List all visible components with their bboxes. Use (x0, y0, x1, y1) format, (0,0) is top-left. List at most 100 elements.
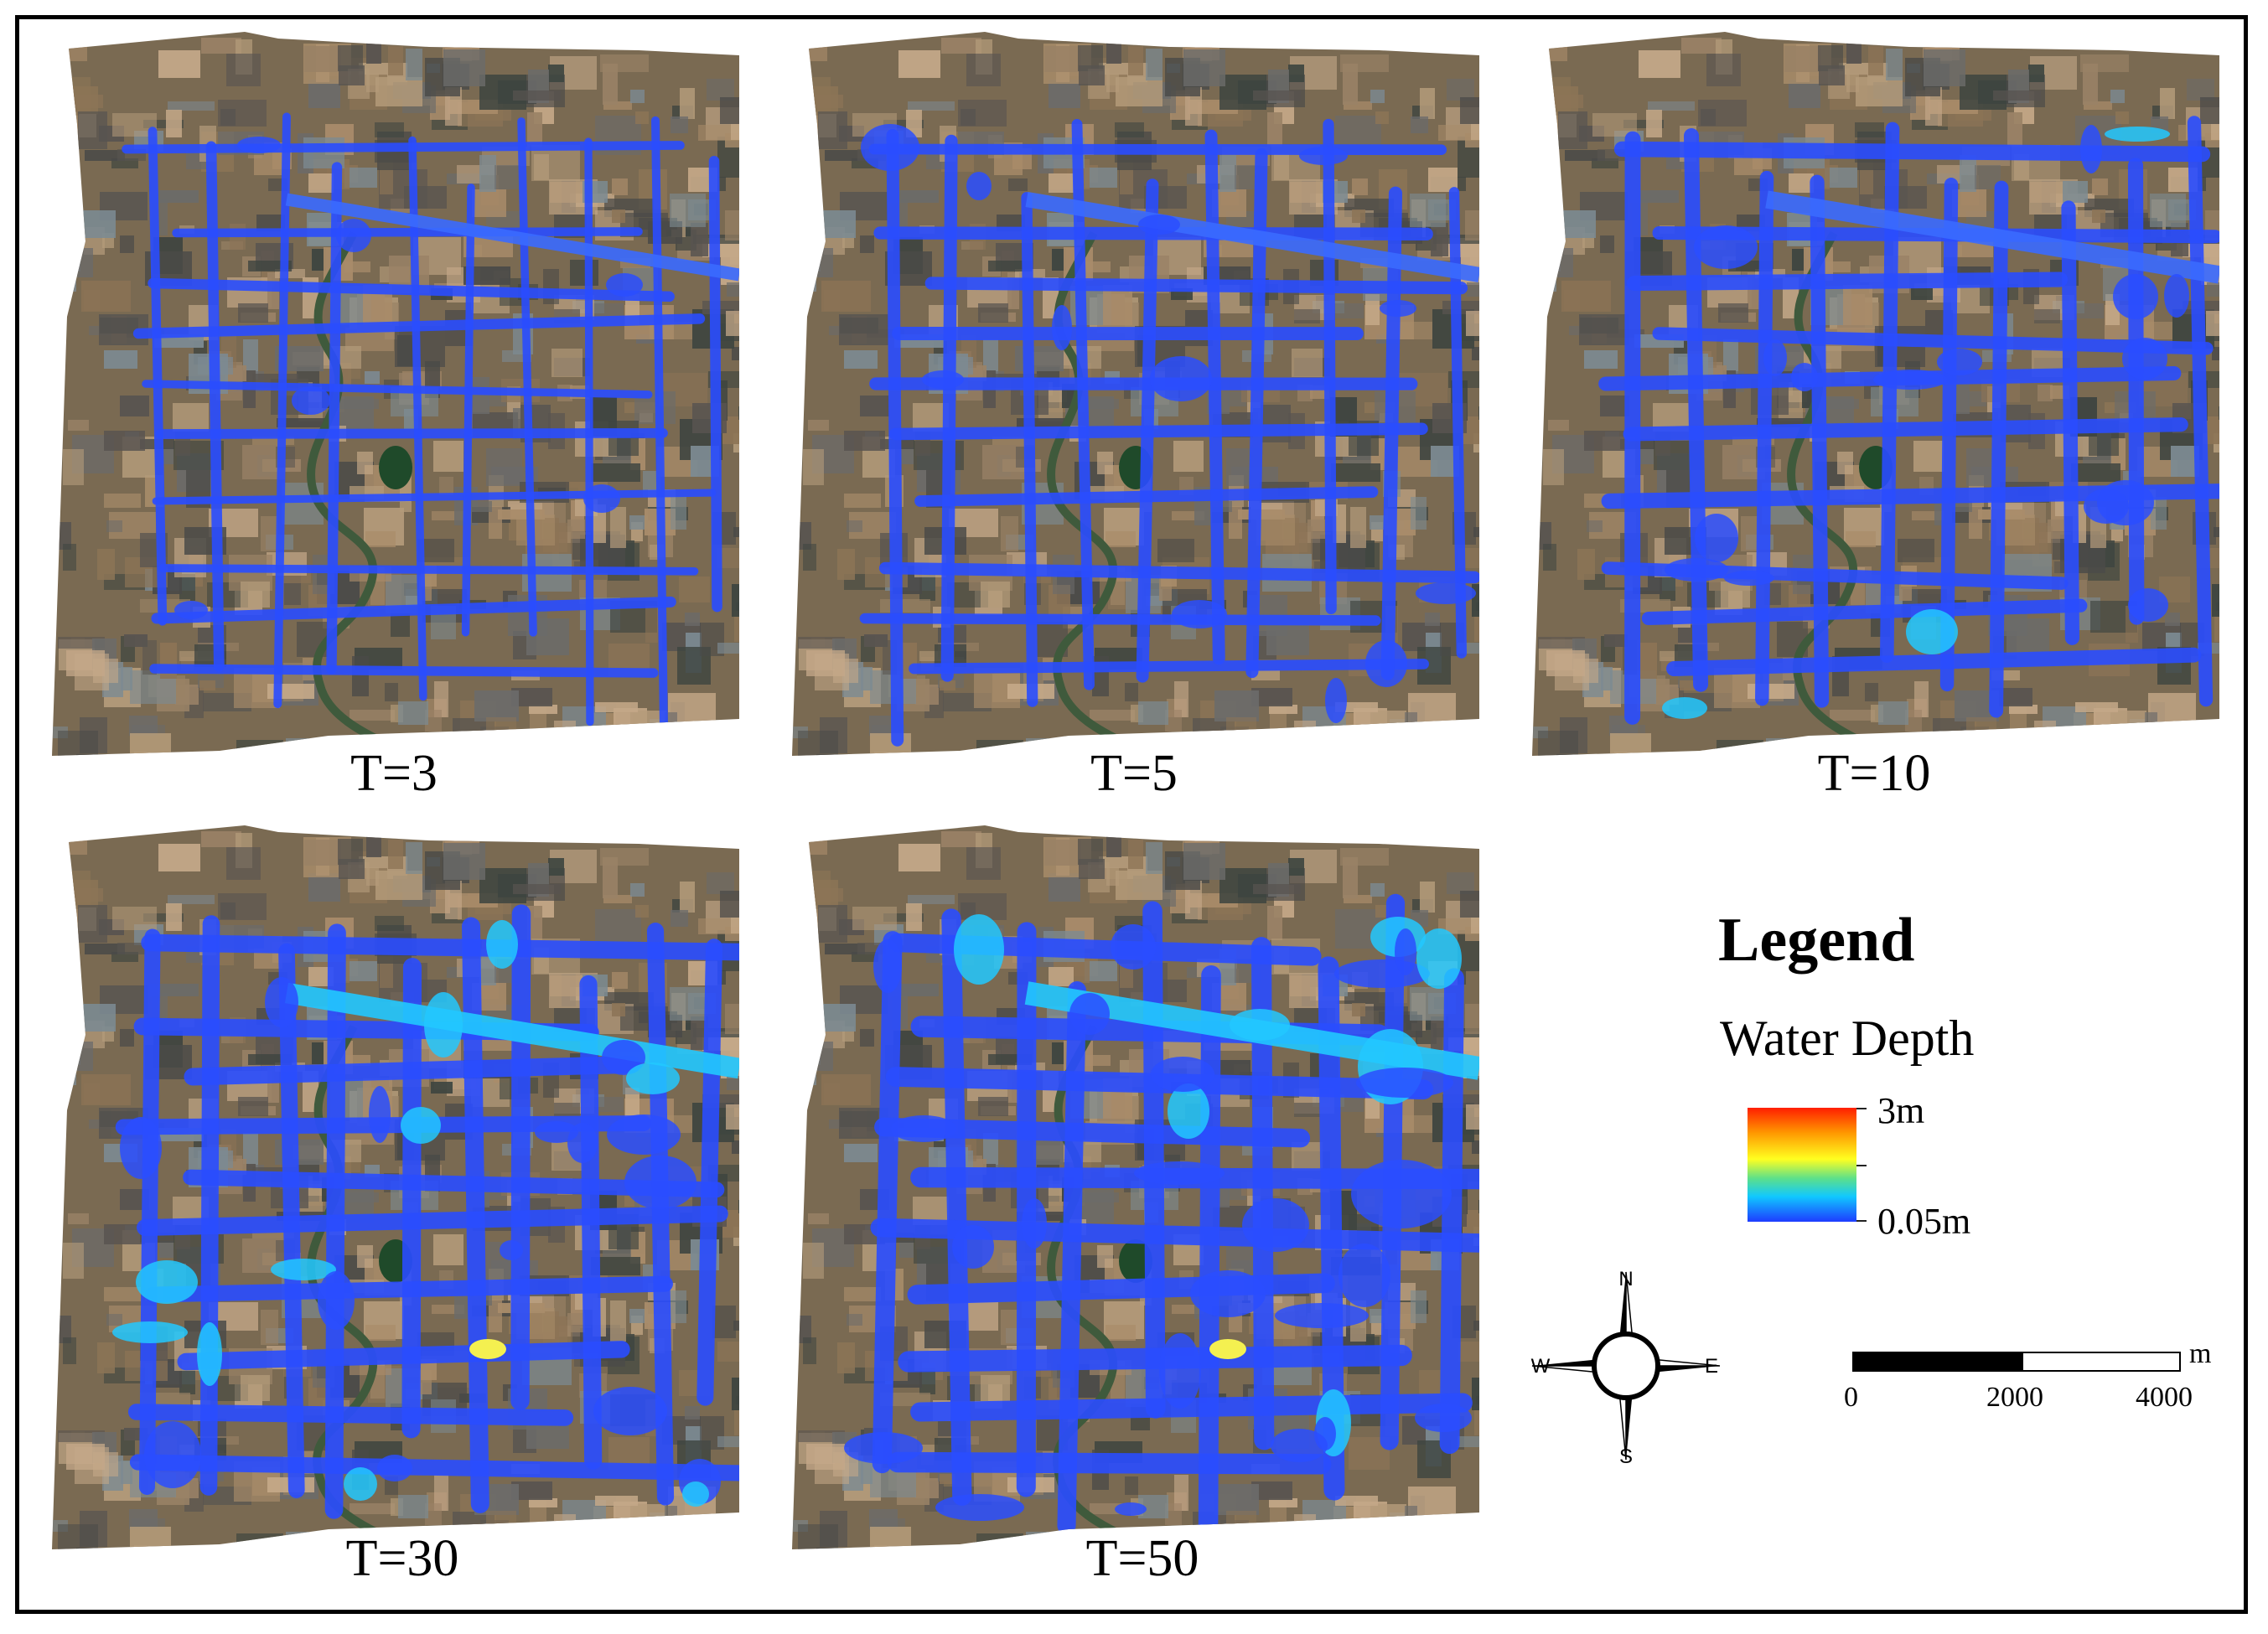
urban-block (1558, 111, 1587, 149)
flooded-road (1021, 192, 1038, 707)
urban-block (1288, 858, 1304, 876)
urban-block (495, 165, 520, 189)
urban-block (2115, 111, 2129, 124)
urban-block (1741, 516, 1758, 551)
urban-block (53, 252, 76, 292)
urban-block (350, 1503, 395, 1514)
urban-block (952, 758, 992, 761)
urban-block (53, 1046, 76, 1085)
urban-block (919, 1368, 935, 1394)
urban-block (1472, 1140, 1479, 1154)
flooded-road (878, 561, 1479, 584)
urban-block (940, 1474, 955, 1484)
urban-block (816, 754, 860, 756)
urban-block (1843, 285, 1872, 325)
urban-block (707, 872, 734, 894)
urban-block (199, 680, 215, 690)
urban-block (990, 1552, 1015, 1554)
flooded-road (1204, 129, 1225, 665)
urban-block (1294, 309, 1320, 323)
urban-block (966, 54, 1001, 86)
water-depth-color-ramp (1748, 1108, 1856, 1222)
urban-block (57, 1316, 71, 1343)
urban-block (630, 90, 645, 103)
flooded-road (177, 1341, 630, 1371)
urban-block (1837, 452, 1853, 474)
urban-block (1411, 497, 1427, 530)
urban-block (252, 437, 294, 445)
urban-block (75, 1004, 116, 1032)
flooded-road (1989, 180, 2009, 718)
ponding-area (1416, 928, 1462, 989)
deep-ponding-hotspot (1209, 1339, 1246, 1359)
urban-block (1251, 670, 1280, 680)
flooded-road (1439, 968, 1464, 1455)
urban-block (738, 406, 739, 420)
urban-block (166, 903, 182, 931)
urban-block (568, 742, 596, 756)
urban-block (899, 1241, 914, 1258)
urban-block (2160, 88, 2175, 119)
urban-block (650, 1512, 665, 1549)
urban-block (1165, 710, 1182, 732)
urban-block (2148, 725, 2193, 753)
urban-block (852, 907, 897, 930)
urban-block (992, 437, 1034, 445)
urban-block (1789, 173, 1814, 193)
urban-block (352, 656, 369, 696)
urban-block (2214, 611, 2219, 642)
flooded-road (145, 1275, 673, 1303)
flooded-road (273, 112, 291, 709)
urban-block (57, 935, 73, 948)
urban-block (529, 1498, 557, 1507)
urban-block (425, 1503, 442, 1525)
urban-block (1960, 155, 1976, 192)
urban-block (366, 43, 381, 64)
urban-block (398, 1495, 428, 1518)
urban-block (234, 1542, 250, 1549)
urban-block (906, 903, 922, 931)
urban-block (1732, 437, 1774, 445)
ponding-area (602, 1040, 645, 1075)
urban-block (357, 452, 373, 474)
urban-block (78, 905, 107, 943)
urban-block (63, 449, 84, 485)
urban-block (1390, 1512, 1406, 1549)
urban-block (1308, 742, 1336, 756)
urban-block (479, 155, 496, 192)
urban-block (676, 742, 702, 756)
flooded-road (184, 1055, 641, 1086)
urban-block (527, 906, 542, 940)
flooded-road (461, 184, 475, 637)
ponding-area (624, 1156, 696, 1209)
ponding-area (2113, 274, 2158, 319)
urban-block (958, 100, 1007, 127)
urban-block (375, 77, 422, 106)
urban-block (241, 582, 270, 608)
urban-block (1085, 168, 1117, 188)
urban-block (375, 916, 404, 931)
urban-block (743, 1010, 748, 1028)
ponding-area (1168, 1083, 1209, 1139)
urban-block (1471, 124, 1479, 140)
urban-block (899, 447, 914, 464)
urban-block (234, 748, 250, 756)
urban-block (801, 95, 843, 108)
urban-block (1331, 463, 1380, 482)
urban-block (1543, 38, 1567, 61)
flooded-road (910, 1393, 1473, 1422)
flooded-road (137, 1205, 728, 1236)
legend-max-label: 3m (1877, 1090, 1925, 1131)
urban-block (2223, 216, 2228, 235)
ponding-area (607, 1114, 681, 1155)
urban-block (1846, 43, 1862, 64)
urban-block (104, 1287, 141, 1301)
urban-block (568, 1536, 596, 1549)
urban-block (712, 1306, 736, 1338)
urban-block (793, 1046, 816, 1085)
urban-block (806, 907, 820, 933)
flooded-road (158, 564, 699, 576)
scale-bar-black-segment (1852, 1352, 2023, 1372)
urban-block (1370, 883, 1385, 897)
urban-block (443, 843, 485, 880)
